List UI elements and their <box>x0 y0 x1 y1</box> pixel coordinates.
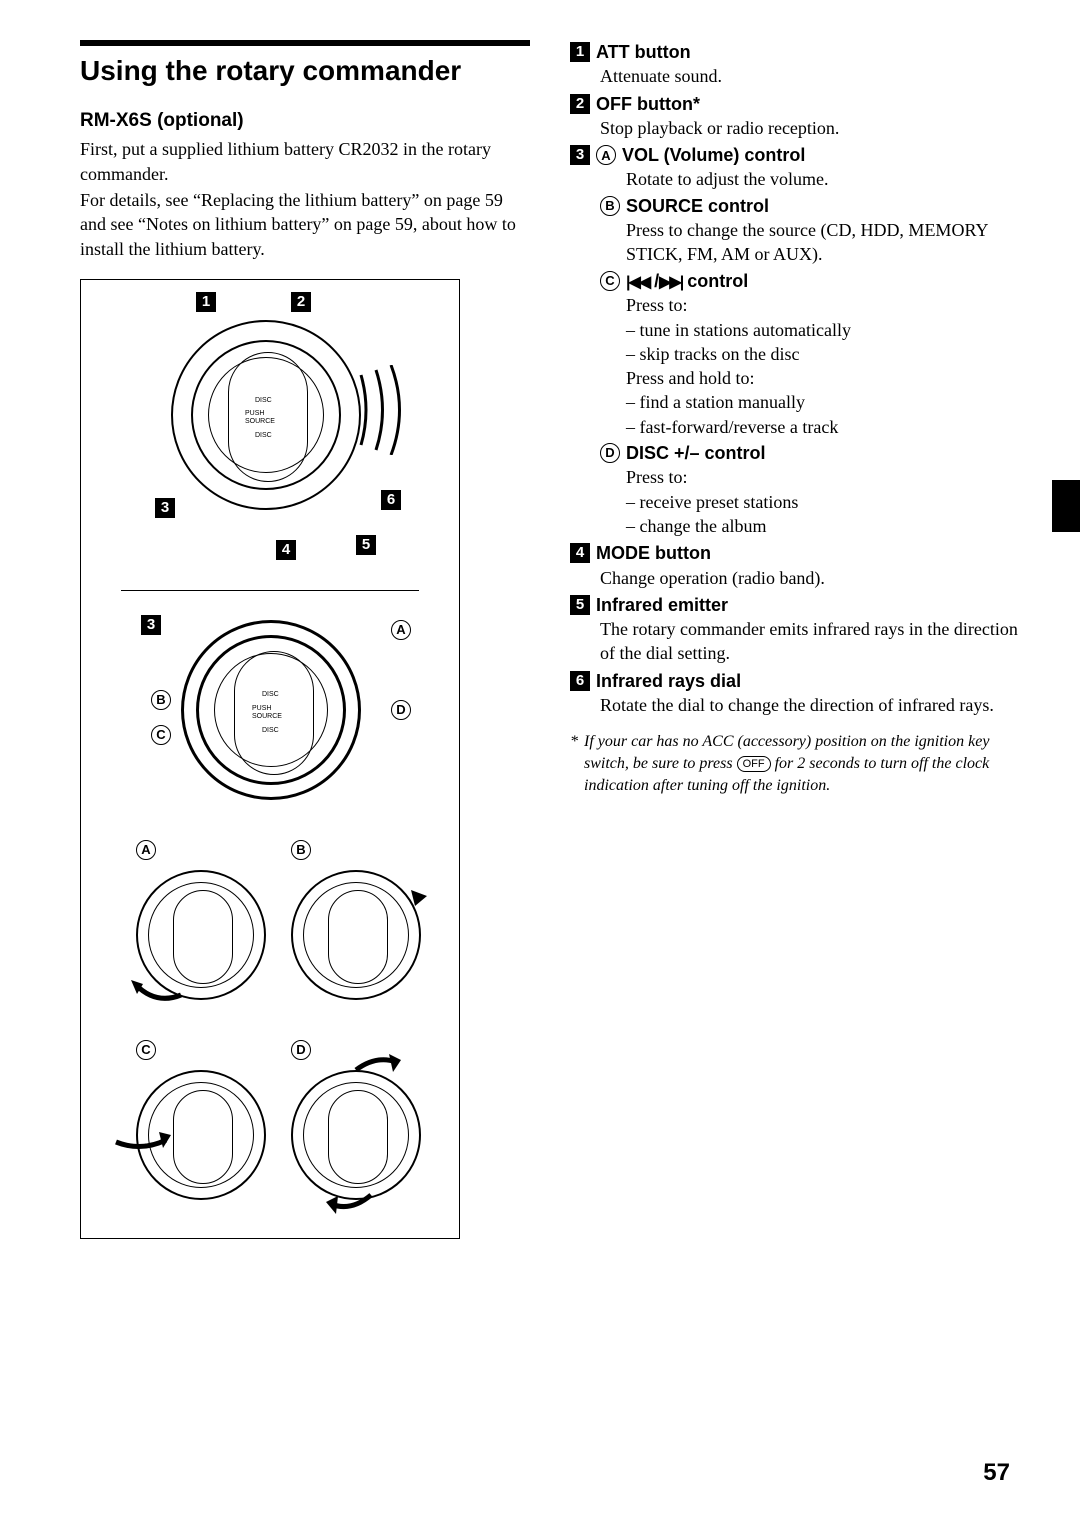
next-track-icon: ▶▶| <box>659 274 682 291</box>
figure-divider <box>121 590 419 591</box>
footnote: * If your car has no ACC (accessory) pos… <box>570 731 1020 796</box>
dial-label-push: PUSH <box>245 410 264 417</box>
side-tab <box>1052 480 1080 532</box>
callout-6: 6 <box>381 490 401 510</box>
dial-d-label3: SOURCE <box>252 713 282 720</box>
desc-3c-5: – fast-forward/reverse a track <box>626 415 1020 439</box>
intro-para-1: First, put a supplied lithium battery CR… <box>80 137 530 186</box>
footnote-marker: * <box>570 731 578 796</box>
desc-att: Attenuate sound. <box>600 64 1020 88</box>
letter-B: B <box>600 196 620 216</box>
desc-3c-3: Press and hold to: <box>626 366 1020 390</box>
desc-3d-2: – change the album <box>626 514 1020 538</box>
control-list: 1 ATT button Attenuate sound. 2 OFF button… <box>570 40 1020 796</box>
item-3c: C |◀◀ /▶▶| control Press to: – tune in st… <box>570 269 1020 439</box>
callout-A: A <box>391 620 411 640</box>
desc-3c-0: Press to: <box>626 293 1020 317</box>
num-6: 6 <box>570 671 590 691</box>
small-A: A <box>136 840 156 860</box>
desc-vol: Rotate to adjust the volume. <box>626 167 1020 191</box>
dial-label-disc-dn: DISC <box>255 432 272 439</box>
dial-d-label4: DISC <box>262 727 279 734</box>
num-2: 2 <box>570 94 590 114</box>
left-column: Using the rotary commander RM-X6S (optio… <box>80 40 530 1239</box>
desc-ir-dial: Rotate the dial to change the direction … <box>600 693 1020 717</box>
model-subtitle: RM-X6S (optional) <box>80 108 530 134</box>
small-dial-B <box>291 870 421 1000</box>
item-4: 4 MODE button Change operation (radio ban… <box>570 541 1020 590</box>
letter-A: A <box>596 145 616 165</box>
label-skip: |◀◀ /▶▶| control <box>626 269 748 294</box>
small-C: C <box>136 1040 156 1060</box>
prev-track-icon: |◀◀ <box>626 274 649 291</box>
item-3d: D DISC +/– control Press to: – receive pr… <box>570 441 1020 538</box>
label-disc: DISC +/– control <box>626 441 766 465</box>
dial-d-label1: DISC <box>262 691 279 698</box>
label-vol: VOL (Volume) control <box>622 143 805 167</box>
arrow-D2 <box>326 1190 376 1220</box>
label-source: SOURCE control <box>626 194 769 218</box>
item-2: 2 OFF button* Stop playback or radio rece… <box>570 92 1020 141</box>
dial-label-source: SOURCE <box>245 418 275 425</box>
page-number: 57 <box>983 1457 1010 1489</box>
desc-3c-4: – find a station manually <box>626 390 1020 414</box>
callout-3: 3 <box>155 498 175 518</box>
label-att: ATT button <box>596 40 691 64</box>
heading-rule <box>80 40 530 46</box>
callout-4: 4 <box>276 540 296 560</box>
small-dial-D <box>291 1070 421 1200</box>
num-5: 5 <box>570 595 590 615</box>
arrow-A <box>131 980 191 1010</box>
label-mode: MODE button <box>596 541 711 565</box>
callout-B: B <box>151 690 171 710</box>
arrow-B <box>411 890 451 960</box>
desc-mode: Change operation (radio band). <box>600 566 1020 590</box>
right-column: 1 ATT button Attenuate sound. 2 OFF button… <box>570 40 1020 1239</box>
label-ir-emitter: Infrared emitter <box>596 593 728 617</box>
desc-3c-1: – tune in stations automatically <box>626 318 1020 342</box>
callout-3b: 3 <box>141 615 161 635</box>
desc-3d-0: Press to: <box>626 465 1020 489</box>
ir-waves-icon <box>356 365 426 455</box>
label-skip-suffix: control <box>682 271 748 291</box>
small-D: D <box>291 1040 311 1060</box>
figure-box: DISC PUSH SOURCE DISC 1 2 3 4 5 6 3 <box>80 279 460 1239</box>
letter-D: D <box>600 443 620 463</box>
page-title: Using the rotary commander <box>80 52 530 90</box>
callout-2: 2 <box>291 292 311 312</box>
small-B: B <box>291 840 311 860</box>
footnote-text: If your car has no ACC (accessory) posit… <box>584 731 1020 796</box>
letter-C: C <box>600 271 620 291</box>
num-4: 4 <box>570 543 590 563</box>
callout-D: D <box>391 700 411 720</box>
dial-label-disc-up: DISC <box>255 397 272 404</box>
desc-off: Stop playback or radio reception. <box>600 116 1020 140</box>
arrow-D1 <box>351 1050 401 1080</box>
callout-1: 1 <box>196 292 216 312</box>
label-off: OFF button* <box>596 92 700 116</box>
dial-d-label2: PUSH <box>252 705 271 712</box>
item-6: 6 Infrared rays dial Rotate the dial to c… <box>570 669 1020 718</box>
intro-text: First, put a supplied lithium battery CR… <box>80 137 530 260</box>
callout-5: 5 <box>356 535 376 555</box>
item-5: 5 Infrared emitter The rotary commander e… <box>570 593 1020 666</box>
item-3b: B SOURCE control Press to change the sour… <box>570 194 1020 267</box>
intro-para-2: For details, see “Replacing the lithium … <box>80 188 530 261</box>
desc-3d-1: – receive preset stations <box>626 490 1020 514</box>
num-3: 3 <box>570 145 590 165</box>
dial-top: DISC PUSH SOURCE DISC <box>171 320 361 510</box>
off-capsule: OFF <box>737 756 771 772</box>
num-1: 1 <box>570 42 590 62</box>
desc-source: Press to change the source (CD, HDD, MEM… <box>626 218 1020 267</box>
item-3: 3A VOL (Volume) control Rotate to adjust … <box>570 143 1020 538</box>
desc-3c-2: – skip tracks on the disc <box>626 342 1020 366</box>
dial-detail: DISC PUSH SOURCE DISC <box>181 620 361 800</box>
item-1: 1 ATT button Attenuate sound. <box>570 40 1020 89</box>
callout-C: C <box>151 725 171 745</box>
label-ir-dial: Infrared rays dial <box>596 669 741 693</box>
desc-ir-emitter: The rotary commander emits infrared rays… <box>600 617 1020 666</box>
arrow-C1 <box>111 1130 171 1160</box>
